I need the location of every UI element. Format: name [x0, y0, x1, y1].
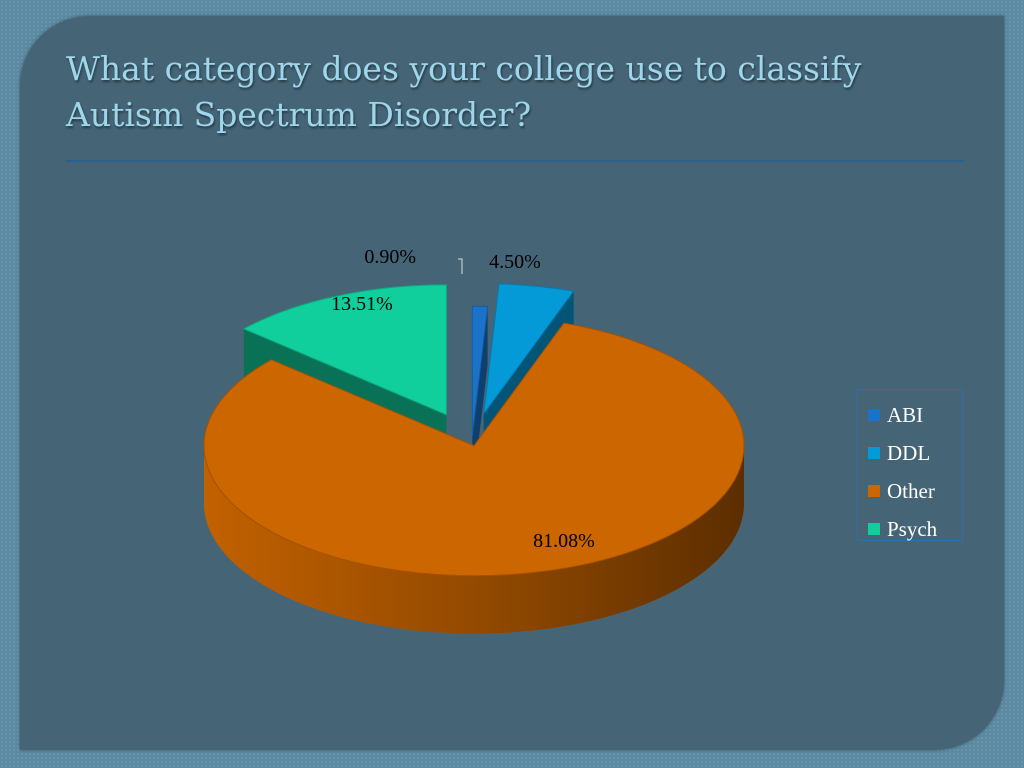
- legend-swatch-ddl: [868, 447, 880, 459]
- slide: What category does your college use to c…: [20, 16, 1004, 750]
- legend-item-psych: Psych: [868, 510, 962, 548]
- pie-tops: [203, 283, 745, 577]
- data-label-abi: 0.90%: [364, 246, 416, 268]
- pie-slice-abi: [471, 305, 489, 437]
- title-divider: [66, 160, 964, 162]
- pie-wall-shade-other: [204, 445, 745, 634]
- data-label-ddl: 4.50%: [489, 251, 541, 273]
- data-label-psych: 13.51%: [331, 293, 393, 315]
- pie-slice-psych: [242, 284, 447, 416]
- legend-label-other: Other: [887, 478, 935, 503]
- legend-item-other: Other: [868, 472, 962, 510]
- abi-leader-line: [458, 258, 463, 274]
- legend-swatch-other: [868, 485, 880, 497]
- legend-item-ddl: DDL: [868, 434, 962, 472]
- legend-swatch-psych: [868, 523, 880, 535]
- pie-slice-ddl: [483, 283, 575, 416]
- legend-label-psych: Psych: [887, 516, 938, 541]
- pie-labels: 0.90% 4.50% 81.08% 13.51%: [331, 246, 595, 552]
- pie-slice-other: [203, 322, 745, 577]
- data-label-other: 81.08%: [533, 530, 595, 552]
- legend-label-abi: ABI: [887, 402, 924, 427]
- legend-swatch-abi: [868, 409, 880, 421]
- legend-label-ddl: DDL: [887, 440, 931, 465]
- slide-title: What category does your college use to c…: [66, 49, 862, 134]
- legend-item-abi: ABI: [868, 396, 962, 434]
- pie-chart: 0.90% 4.50% 81.08% 13.51%: [203, 246, 745, 634]
- legend: ABI DDL Other Psych: [857, 389, 963, 541]
